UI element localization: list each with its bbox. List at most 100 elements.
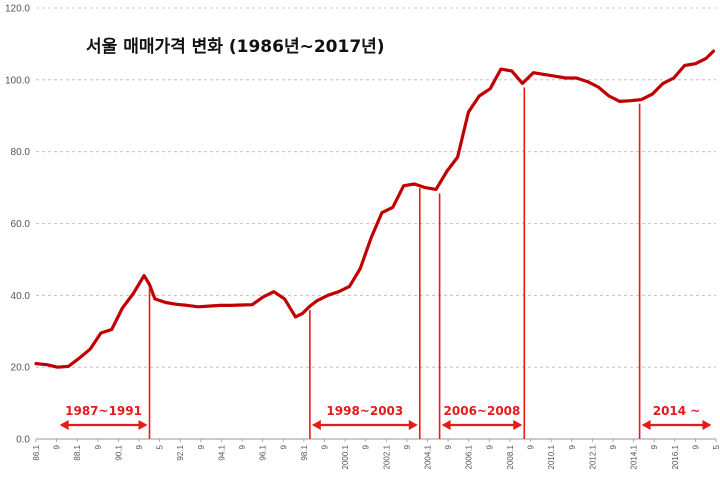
- x-tick-label: 9: [568, 444, 577, 449]
- data-point: [175, 303, 178, 306]
- data-point: [640, 98, 643, 101]
- data-point: [316, 299, 318, 302]
- data-point: [391, 206, 394, 209]
- x-tick-label: 2006.1: [465, 444, 474, 469]
- data-point: [662, 82, 664, 85]
- data-point: [132, 292, 135, 295]
- data-point: [370, 237, 372, 239]
- x-tick-label: 9: [94, 444, 103, 449]
- data-point: [673, 77, 675, 79]
- data-point: [143, 274, 145, 277]
- data-point: [575, 77, 578, 79]
- x-tick-label: 96.1: [259, 444, 268, 460]
- period-label: 2006~2008: [444, 404, 521, 418]
- data-point: [424, 186, 426, 189]
- data-point: [229, 304, 232, 307]
- data-point: [651, 93, 654, 95]
- x-tick-label: 2014.1: [630, 444, 639, 469]
- arrow-head-right: [138, 420, 148, 430]
- x-tick-label: 2012.1: [588, 444, 597, 469]
- x-tick-label: 2002.1: [382, 444, 391, 469]
- data-point: [273, 290, 275, 293]
- data-point: [283, 298, 286, 300]
- y-tick-label: 120.0: [5, 4, 30, 15]
- y-tick-label: 0.0: [16, 435, 30, 446]
- x-tick-label: 2000.1: [341, 444, 350, 469]
- x-tick-label: 98.1: [300, 444, 309, 460]
- arrow-head-right: [513, 420, 523, 430]
- data-point: [489, 88, 491, 90]
- data-point: [521, 82, 524, 85]
- x-tick-label: 9: [650, 444, 659, 449]
- period-label: 2014 ~: [653, 404, 701, 418]
- x-tick-label: 9: [485, 444, 494, 449]
- chart-title: 서울 매매가격 변화 (1986년~2017년): [86, 37, 385, 57]
- data-point: [327, 294, 329, 297]
- data-point: [381, 211, 383, 214]
- y-tick-label: 40.0: [11, 291, 31, 302]
- data-point: [705, 57, 708, 60]
- data-point: [608, 95, 610, 97]
- data-point: [435, 188, 437, 191]
- x-tick-label: 2008.1: [506, 444, 515, 469]
- data-point: [510, 70, 513, 72]
- data-point: [301, 312, 304, 315]
- arrow-head-right: [408, 420, 418, 430]
- x-tick-label: 9: [444, 444, 453, 449]
- data-point: [586, 80, 589, 83]
- data-point: [629, 99, 632, 102]
- data-point: [348, 285, 351, 288]
- data-point: [186, 304, 189, 307]
- data-point: [35, 362, 37, 365]
- x-tick-label: 9: [691, 444, 700, 449]
- data-point: [712, 50, 715, 52]
- data-point: [100, 332, 102, 334]
- data-point: [446, 170, 448, 173]
- x-tick-label: 9: [238, 444, 247, 449]
- data-point: [110, 328, 113, 331]
- data-point: [148, 283, 151, 286]
- data-point: [597, 86, 599, 88]
- x-tick-label: 9: [135, 444, 144, 449]
- data-point: [218, 304, 221, 307]
- data-point: [208, 305, 210, 307]
- arrow-head-left: [441, 420, 451, 430]
- period-annotations: 1987~1991 1998~2003 2006~2008 2014 ~: [59, 87, 712, 439]
- data-point: [618, 100, 621, 103]
- data-point: [467, 111, 470, 113]
- data-point: [67, 365, 70, 368]
- period-label: 1987~1991: [65, 404, 142, 418]
- x-tick-label: 86.1: [32, 444, 41, 460]
- x-axis: 86.1 9 88.1 9 90.1 9 5 92.1 9 94.1 9 96.1 9 98.1 9 2000…: [32, 439, 720, 469]
- x-tick-label: 9: [403, 444, 412, 449]
- arrow-head-left: [311, 420, 321, 430]
- data-point: [294, 316, 297, 318]
- data-point: [78, 357, 81, 359]
- y-tick-label: 60.0: [11, 219, 31, 230]
- arrow-head-right: [702, 420, 712, 430]
- x-tick-label: 9: [53, 444, 62, 449]
- data-point: [456, 156, 459, 158]
- data-point: [554, 75, 556, 78]
- x-tick-label: 2016.1: [671, 444, 680, 469]
- data-point: [543, 73, 545, 76]
- data-point: [164, 301, 167, 304]
- x-tick-label: 92.1: [176, 444, 185, 460]
- x-tick-label: 9: [320, 444, 329, 449]
- data-point: [359, 267, 362, 270]
- data-point: [154, 298, 156, 300]
- data-point: [402, 184, 405, 187]
- data-point: [500, 68, 502, 70]
- x-tick-label: 94.1: [217, 444, 226, 460]
- data-point: [694, 62, 697, 65]
- x-tick-label: 5: [156, 444, 165, 449]
- period-label: 1998~2003: [326, 404, 403, 418]
- data-point: [478, 95, 481, 97]
- series-line: [34, 49, 716, 369]
- x-tick-label: 9: [279, 444, 288, 449]
- data-point: [240, 304, 243, 306]
- data-point: [564, 77, 567, 79]
- data-point: [262, 296, 264, 298]
- data-point: [121, 307, 124, 309]
